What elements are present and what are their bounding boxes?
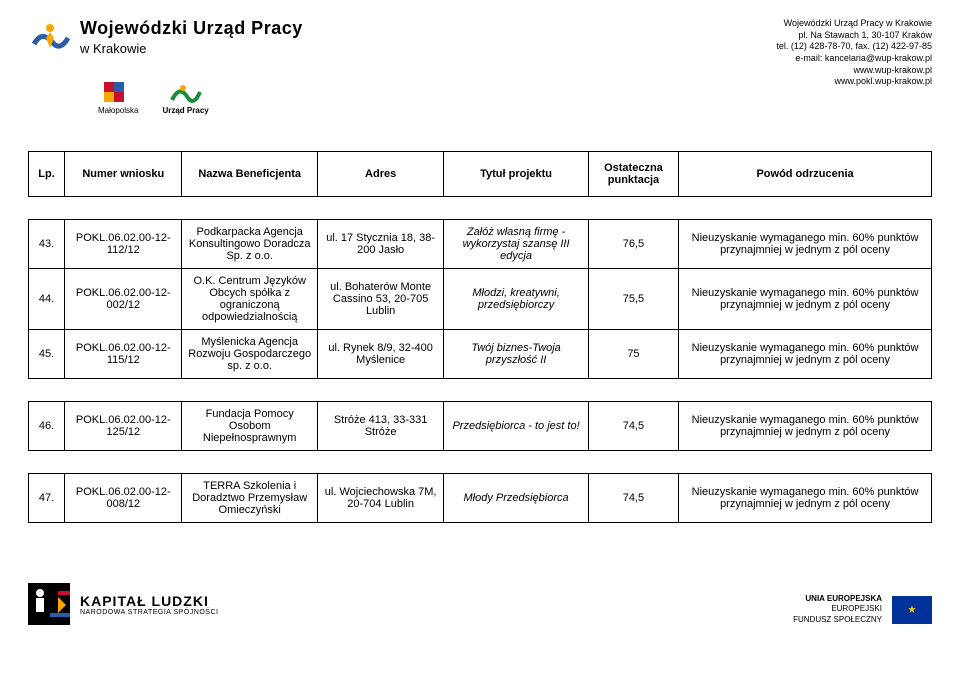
wup-logo-icon <box>28 18 72 62</box>
cell-pkt: 74,5 <box>588 402 678 451</box>
org-title-2: w Krakowie <box>80 41 303 56</box>
cell-tytul: Młody Przedsiębiorca <box>444 474 588 523</box>
page-footer: KAPITAŁ LUDZKI NARODOWA STRATEGIA SPÓJNO… <box>28 583 932 625</box>
header-left: Wojewódzki Urząd Pracy w Krakowie <box>28 18 303 62</box>
cell-benef: Fundacja Pomocy Osobom Niepełnosprawnym <box>182 402 317 451</box>
eu-line-2: EUROPEJSKI <box>793 604 882 614</box>
table-row: 45.POKL.06.02.00-12-115/12Myślenicka Age… <box>29 330 932 379</box>
table-row: 46.POKL.06.02.00-12-125/12Fundacja Pomoc… <box>29 402 932 451</box>
cell-lp: 43. <box>29 220 65 269</box>
cell-benef: TERRA Szkolenia i Doradztwo Przemysław O… <box>182 474 317 523</box>
eu-line-3: FUNDUSZ SPOŁECZNY <box>793 615 882 625</box>
results-table: Lp. Numer wniosku Nazwa Beneficjenta Adr… <box>28 151 932 523</box>
address-line: e-mail: kancelaria@wup-krakow.pl <box>776 53 932 65</box>
cell-lp: 47. <box>29 474 65 523</box>
address-line: pl. Na Stawach 1, 30-107 Kraków <box>776 30 932 42</box>
cell-num: POKL.06.02.00-12-125/12 <box>65 402 182 451</box>
org-title-block: Wojewódzki Urząd Pracy w Krakowie <box>80 18 303 56</box>
cell-powod: Nieuzyskanie wymaganego min. 60% punktów… <box>679 220 932 269</box>
cell-benef: Podkarpacka Agencja Konsultingowo Doradc… <box>182 220 317 269</box>
cell-powod: Nieuzyskanie wymaganego min. 60% punktów… <box>679 330 932 379</box>
table-header-row: Lp. Numer wniosku Nazwa Beneficjenta Adr… <box>29 152 932 197</box>
org-title-1: Wojewódzki Urząd Pracy <box>80 18 303 39</box>
footer-left: KAPITAŁ LUDZKI NARODOWA STRATEGIA SPÓJNO… <box>28 583 218 625</box>
col-tytul: Tytuł projektu <box>444 152 588 197</box>
page-header: Wojewódzki Urząd Pracy w Krakowie Wojewó… <box>28 18 932 88</box>
col-adres: Adres <box>317 152 443 197</box>
cell-pkt: 75,5 <box>588 269 678 330</box>
table-row: 47.POKL.06.02.00-12-008/12TERRA Szkoleni… <box>29 474 932 523</box>
malopolska-label: Małopolska <box>98 106 138 115</box>
eu-flag-icon: ⭑ <box>892 596 932 624</box>
header-address: Wojewódzki Urząd Pracy w Krakowie pl. Na… <box>776 18 932 88</box>
eu-text-block: UNIA EUROPEJSKA EUROPEJSKI FUNDUSZ SPOŁE… <box>793 594 882 625</box>
table-body: 43.POKL.06.02.00-12-112/12Podkarpacka Ag… <box>29 197 932 523</box>
kl-title: KAPITAŁ LUDZKI <box>80 593 218 609</box>
cell-adres: ul. Bohaterów Monte Cassino 53, 20-705 L… <box>317 269 443 330</box>
cell-powod: Nieuzyskanie wymaganego min. 60% punktów… <box>679 402 932 451</box>
kl-subtitle: NARODOWA STRATEGIA SPÓJNOŚCI <box>80 609 218 616</box>
urzad-pracy-logo: Urząd Pracy <box>162 80 208 115</box>
cell-tytul: Twój biznes-Twoja przyszłość II <box>444 330 588 379</box>
address-line: tel. (12) 428-78-70, fax. (12) 422-97-85 <box>776 41 932 53</box>
kapital-ludzki-icon <box>28 583 70 625</box>
table-row: 43.POKL.06.02.00-12-112/12Podkarpacka Ag… <box>29 220 932 269</box>
cell-num: POKL.06.02.00-12-008/12 <box>65 474 182 523</box>
col-lp: Lp. <box>29 152 65 197</box>
col-powod: Powód odrzucenia <box>679 152 932 197</box>
cell-adres: ul. 17 Stycznia 18, 38-200 Jasło <box>317 220 443 269</box>
cell-num: POKL.06.02.00-12-112/12 <box>65 220 182 269</box>
spacer-row <box>29 197 932 220</box>
address-line: Wojewódzki Urząd Pracy w Krakowie <box>776 18 932 30</box>
spacer-row <box>29 379 932 402</box>
cell-pkt: 75 <box>588 330 678 379</box>
cell-lp: 46. <box>29 402 65 451</box>
eu-line-1: UNIA EUROPEJSKA <box>793 594 882 604</box>
col-nazwa: Nazwa Beneficjenta <box>182 152 317 197</box>
footer-right: UNIA EUROPEJSKA EUROPEJSKI FUNDUSZ SPOŁE… <box>793 594 932 625</box>
cell-pkt: 76,5 <box>588 220 678 269</box>
address-line: www.pokl.wup-krakow.pl <box>776 76 932 88</box>
cell-adres: Stróże 413, 33-331 Stróże <box>317 402 443 451</box>
col-punktacja: Ostateczna punktacja <box>588 152 678 197</box>
col-numer: Numer wniosku <box>65 152 182 197</box>
cell-benef: O.K. Centrum Języków Obcych spółka z ogr… <box>182 269 317 330</box>
urzad-pracy-label: Urząd Pracy <box>162 106 208 115</box>
cell-adres: ul. Wojciechowska 7M, 20-704 Lublin <box>317 474 443 523</box>
cell-benef: Myślenicka Agencja Rozwoju Gospodarczego… <box>182 330 317 379</box>
cell-adres: ul. Rynek 8/9, 32-400 Myślenice <box>317 330 443 379</box>
cell-lp: 45. <box>29 330 65 379</box>
cell-num: POKL.06.02.00-12-002/12 <box>65 269 182 330</box>
cell-pkt: 74,5 <box>588 474 678 523</box>
address-line: www.wup-krakow.pl <box>776 65 932 77</box>
table-row: 44.POKL.06.02.00-12-002/12O.K. Centrum J… <box>29 269 932 330</box>
cell-num: POKL.06.02.00-12-115/12 <box>65 330 182 379</box>
cell-tytul: Załóż własną firmę - wykorzystaj szansę … <box>444 220 588 269</box>
cell-powod: Nieuzyskanie wymaganego min. 60% punktów… <box>679 269 932 330</box>
kapital-ludzki-text: KAPITAŁ LUDZKI NARODOWA STRATEGIA SPÓJNO… <box>80 593 218 616</box>
cell-powod: Nieuzyskanie wymaganego min. 60% punktów… <box>679 474 932 523</box>
cell-lp: 44. <box>29 269 65 330</box>
spacer-row <box>29 451 932 474</box>
cell-tytul: Młodzi, kreatywni, przedsiębiorczy <box>444 269 588 330</box>
cell-tytul: Przedsiębiorca - to jest to! <box>444 402 588 451</box>
malopolska-logo: Małopolska <box>98 80 138 115</box>
